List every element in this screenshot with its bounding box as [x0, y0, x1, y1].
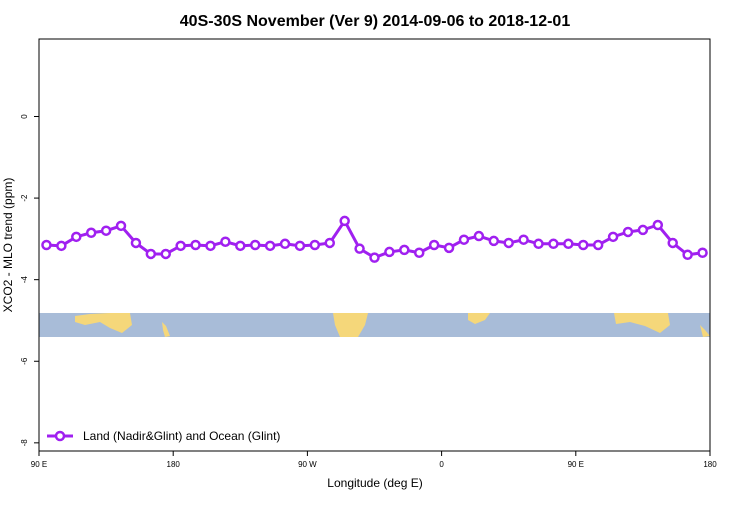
- x-tick-label: 180: [167, 460, 181, 469]
- data-point: [56, 240, 67, 252]
- data-point: [339, 215, 350, 227]
- x-axis-label: Longitude (deg E): [327, 476, 422, 490]
- legend-label: Land (Nadir&Glint) and Ocean (Glint): [83, 429, 280, 443]
- data-point: [622, 226, 634, 238]
- x-tick-label: 90 E: [31, 460, 47, 469]
- data-point: [130, 237, 142, 249]
- data-point: [548, 238, 559, 250]
- data-point: [384, 246, 395, 258]
- data-point: [294, 240, 306, 252]
- data-point: [205, 240, 216, 252]
- data-point: [518, 234, 529, 245]
- x-tick-label: 180: [703, 460, 717, 469]
- y-tick-label: -8: [20, 439, 29, 447]
- data-point: [115, 220, 127, 232]
- data-point: [488, 235, 500, 247]
- data-point: [637, 224, 649, 236]
- y-tick-label: -6: [20, 357, 29, 365]
- y-tick-label: -2: [20, 194, 29, 202]
- x-tick-label: 90 E: [568, 460, 584, 469]
- data-point: [458, 234, 470, 245]
- data-point: [413, 247, 425, 259]
- data-point: [592, 239, 604, 251]
- data-point: [160, 248, 171, 260]
- data-point: [443, 242, 455, 254]
- data-point: [563, 238, 574, 250]
- data-point: [41, 239, 52, 251]
- data-point: [428, 239, 440, 251]
- y-tick-label: -4: [20, 276, 29, 284]
- data-point: [697, 247, 708, 259]
- data-point: [399, 244, 410, 256]
- x-tick-label: 0: [439, 460, 444, 469]
- data-point: [100, 225, 112, 236]
- y-tick-label: 0: [20, 114, 29, 119]
- data-point: [279, 238, 291, 250]
- chart-title: 40S-30S November (Ver 9) 2014-09-06 to 2…: [180, 13, 571, 30]
- data-point: [190, 239, 201, 251]
- data-point: [607, 231, 619, 243]
- data-point: [354, 243, 365, 254]
- x-tick-label: 90 W: [298, 460, 317, 469]
- data-point: [682, 249, 693, 261]
- data-point: [145, 248, 157, 260]
- data-point: [473, 230, 485, 242]
- data-point: [71, 231, 82, 243]
- data-point: [369, 252, 380, 263]
- data-point: [578, 239, 589, 251]
- plot-frame: [38, 38, 711, 452]
- map-strip: [39, 313, 710, 337]
- data-point: [220, 236, 231, 247]
- data-point: [503, 237, 514, 249]
- y-axis-label: XCO2 - MLO trend (ppm): [1, 178, 15, 313]
- data-point: [667, 237, 678, 249]
- series-line: [46, 218, 703, 260]
- legend-marker: [54, 430, 66, 442]
- data-point: [235, 240, 246, 252]
- data-point: [175, 240, 186, 252]
- data-point: [533, 238, 544, 250]
- data-point: [652, 219, 664, 231]
- data-point: [264, 240, 276, 252]
- data-point: [85, 227, 97, 239]
- data-point: [309, 239, 321, 251]
- data-point: [324, 237, 336, 249]
- data-point: [249, 239, 261, 251]
